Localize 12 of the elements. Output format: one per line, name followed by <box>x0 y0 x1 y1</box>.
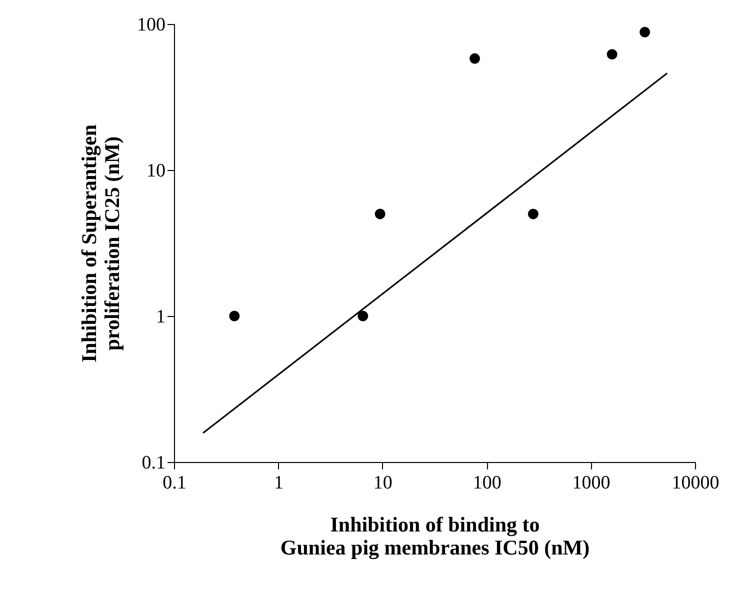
y-tick-label: 10 <box>146 160 166 182</box>
x-tick-label: 100 <box>472 472 502 494</box>
x-tick-label: 1 <box>274 472 284 494</box>
y-tick-label: 1 <box>156 306 166 328</box>
x-tick-label: 1000 <box>572 472 610 494</box>
x-axis-title: Inhibition of binding to Guniea pig membranes IC50 (nM) <box>280 512 590 560</box>
x-tick-label: 0.1 <box>162 472 186 494</box>
y-axis-title: Inhibition of Superantigen proliferation IC25 (nM) <box>77 124 124 363</box>
y-tick-label: 100 <box>137 14 166 36</box>
x-tick-label: 10000 <box>672 472 720 494</box>
y-tick-label: 0.1 <box>142 452 166 474</box>
x-tick-label: 10 <box>373 472 392 494</box>
